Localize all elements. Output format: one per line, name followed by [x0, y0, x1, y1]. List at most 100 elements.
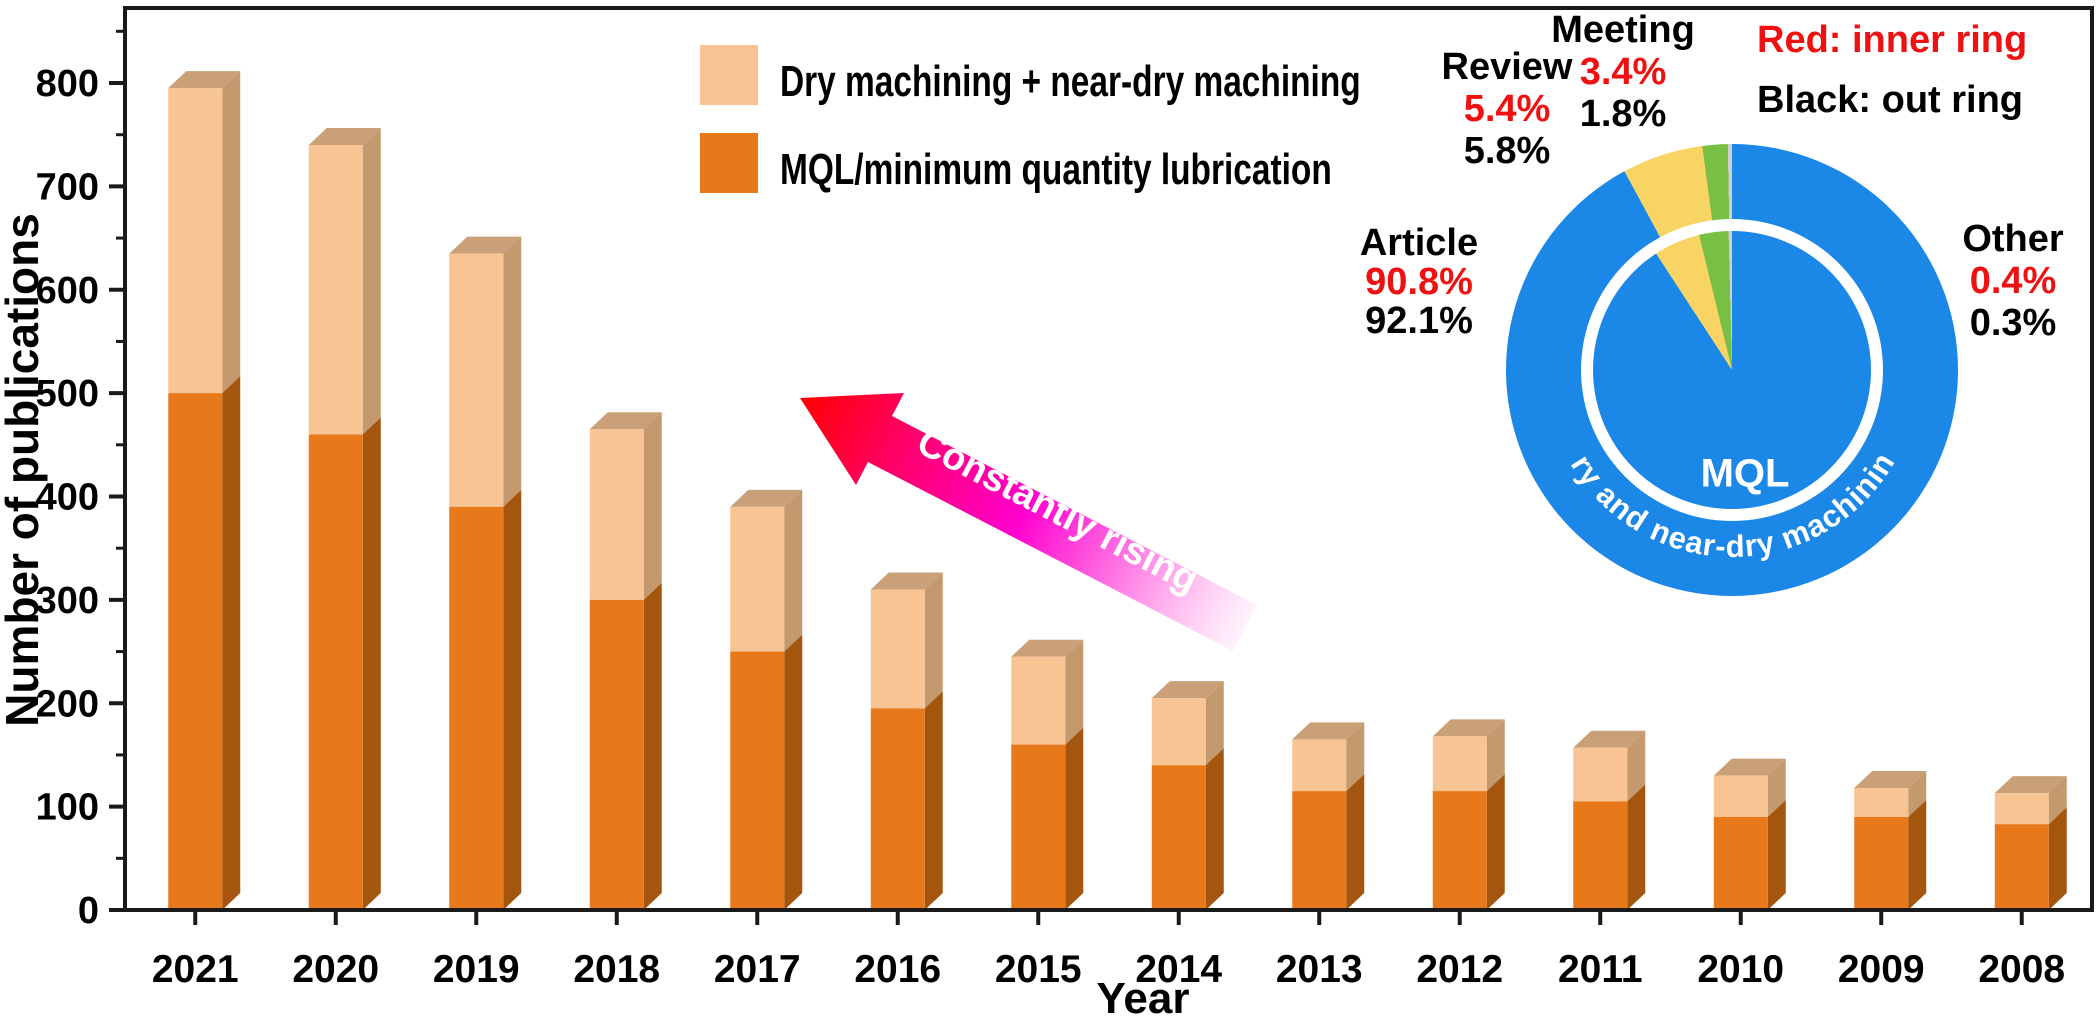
bar-2017-mql-front: [730, 651, 785, 910]
bar-2021-dry-side: [222, 71, 241, 394]
bar-2017-dry-side: [784, 489, 803, 652]
bar-2016-mql-side: [924, 691, 943, 910]
review-inner-pct: 5.4%: [1463, 88, 1551, 130]
bar-2018-top: [589, 412, 662, 430]
bar-2009: [1854, 771, 1927, 910]
bar-2017-top: [730, 489, 803, 507]
bar-2008-dry-front: [1994, 793, 2049, 825]
meeting-inner-pct: 3.4%: [1579, 51, 1667, 93]
bar-2011-mql-side: [1627, 784, 1646, 910]
x-tick-label-2015: 2015: [995, 948, 1082, 991]
y-tick-label-200: 200: [36, 683, 99, 725]
bar-2013-mql-side: [1346, 774, 1365, 910]
bar-2020-top: [308, 128, 381, 146]
meeting-outer-pct: 1.8%: [1579, 93, 1667, 135]
bar-2013-mql-front: [1292, 791, 1347, 910]
article-name: Article: [1359, 222, 1479, 264]
x-tick-label-2019: 2019: [433, 948, 520, 991]
bar-2015: [1011, 639, 1084, 910]
bar-2019-mql-side: [503, 489, 522, 910]
bar-2008-top: [1994, 776, 2067, 794]
bar-2013-dry-front: [1292, 739, 1347, 792]
bar-2012-mql-side: [1486, 774, 1505, 910]
y-tick-label-600: 600: [36, 270, 99, 312]
bar-2012-top: [1432, 719, 1505, 737]
bar-2012-dry-side: [1486, 719, 1505, 792]
bar-2014-top: [1151, 681, 1224, 699]
bar-2016-dry-side: [924, 572, 943, 709]
pie-inner-disc: [1593, 231, 1871, 509]
bar-2011-dry-side: [1627, 730, 1646, 802]
pie-label-article: Article 90.8% 92.1%: [1339, 224, 1499, 341]
axes-layer: 0 100 200 300 400 500 600 700 800 2021 2020 2019 201…: [36, 6, 2094, 991]
pie-inner-label: MQL: [1700, 451, 1790, 496]
bar-2015-mql-front: [1011, 744, 1066, 910]
pie-ring-key: Red: inner ring Black: out ring: [1757, 10, 2027, 130]
bar-2016-top: [870, 572, 943, 590]
bar-2020-mql-side: [362, 417, 381, 910]
bar-2009-top: [1854, 771, 1927, 789]
bar-2014-mql-front: [1151, 765, 1206, 910]
x-tick-label-2012: 2012: [1416, 948, 1503, 991]
bars-layer: [168, 71, 2067, 910]
rising-arrow: Constantly rising: [800, 393, 1257, 651]
nested-pie-chart: Dry and near-dry machining MQL: [1506, 144, 1958, 596]
x-tick-label-2016: 2016: [854, 948, 941, 991]
bar-2016-dry-front: [870, 589, 925, 709]
bar-2013-top: [1292, 722, 1365, 740]
pie-label-meeting: Meeting 3.4% 1.8%: [1543, 9, 1703, 135]
bar-2016: [870, 572, 943, 910]
bar-2019-top: [449, 236, 522, 254]
bar-2010: [1713, 758, 1786, 910]
bar-2018-dry-side: [643, 412, 662, 600]
pie-ring-label: Dry and near-dry machining: [1506, 144, 1901, 564]
other-name: Other: [1962, 218, 2064, 260]
bar-2013: [1292, 722, 1365, 910]
bar-2011-dry-front: [1573, 747, 1628, 802]
bar-2009-mql-side: [1908, 799, 1927, 910]
bar-2021-dry-front: [168, 88, 223, 394]
other-inner-pct: 0.4%: [1969, 260, 2057, 302]
bar-2014-dry-side: [1205, 681, 1224, 766]
x-tick-label-2013: 2013: [1276, 948, 1363, 991]
y-tick-label-0: 0: [78, 890, 99, 932]
y-tick-label-700: 700: [36, 166, 99, 208]
bar-2011-top: [1573, 730, 1646, 748]
bar-2020-mql-front: [308, 434, 363, 910]
bar-2015-mql-side: [1065, 727, 1084, 910]
x-tick-label-2020: 2020: [292, 948, 379, 991]
key-outer-ring: Black: out ring: [1757, 79, 2024, 121]
pie-label-review: Review 5.4% 5.8%: [1427, 46, 1587, 172]
bar-2021-mql-side: [222, 376, 241, 910]
legend-label-dry: Dry machining + near-dry machining: [780, 57, 1361, 106]
x-tick-label-2021: 2021: [152, 948, 239, 991]
bar-2009-dry-front: [1854, 788, 1909, 817]
bar-2015-top: [1011, 639, 1084, 657]
article-outer-pct: 92.1%: [1365, 300, 1473, 342]
bar-2008-mql-front: [1994, 824, 2049, 910]
article-inner-pct: 90.8%: [1365, 261, 1473, 303]
review-name: Review: [1441, 46, 1573, 88]
bar-2008: [1994, 776, 2067, 910]
bar-2011: [1573, 730, 1646, 910]
pie-ring-text-svg: Dry and near-dry machining: [1506, 144, 1901, 564]
bar-2010-top: [1713, 758, 1786, 776]
bar-2017: [730, 489, 803, 910]
y-tick-label-300: 300: [36, 580, 99, 622]
bar-2021-top: [168, 71, 241, 89]
bar-2010-mql-side: [1767, 799, 1786, 910]
x-axis-title: Year: [1097, 974, 1190, 1023]
key-inner-ring: Red: inner ring: [1757, 19, 2028, 61]
bar-2021-mql-front: [168, 393, 223, 910]
bar-2009-mql-front: [1854, 816, 1909, 910]
bar-2014-mql-side: [1205, 748, 1224, 910]
x-tick-label-2017: 2017: [714, 948, 801, 991]
bar-2014: [1151, 681, 1224, 910]
x-tick-label-2010: 2010: [1697, 948, 1784, 991]
bar-2011-mql-front: [1573, 801, 1628, 910]
bar-2019-dry-front: [449, 253, 504, 507]
x-tick-label-2018: 2018: [573, 948, 660, 991]
bar-2019-dry-side: [503, 236, 522, 507]
